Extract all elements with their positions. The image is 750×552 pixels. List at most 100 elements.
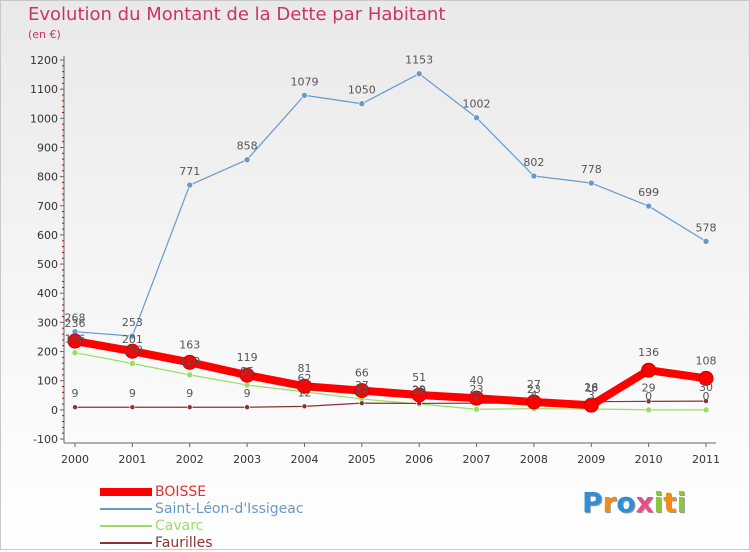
data-point-faurilles [645,398,652,405]
data-label-faurilles: 30 [699,381,713,394]
data-point-saint-l-on-d-issigeac [301,91,308,99]
data-label-boisse: 51 [412,371,426,384]
logo-letter: o [616,486,636,519]
data-label-saint-l-on-d-issigeac: 771 [179,165,200,178]
legend-label: Faurilles [155,535,213,551]
data-point-boisse [239,367,255,383]
logo-letter: r [602,486,617,519]
legend-swatch [100,488,152,496]
data-label-cavarc: 0 [703,390,710,403]
logo-letter: i [676,486,687,519]
x-tick-label: 2007 [463,453,491,466]
data-point-cavarc [186,371,194,379]
data-label-saint-l-on-d-issigeac: 1002 [463,98,491,111]
data-point-faurilles [301,403,308,410]
data-label-faurilles: 9 [72,387,79,400]
data-label-faurilles: 9 [129,387,136,400]
data-point-saint-l-on-d-issigeac [587,179,595,187]
data-label-cavarc: 20 [412,384,426,397]
x-tick-label: 2004 [290,453,318,466]
legend-swatch [100,542,152,544]
x-tick-label: 2000 [61,453,89,466]
legend-label: Saint-Léon-d'Issigeac [155,501,304,517]
data-label-boisse: 136 [638,346,659,359]
y-tick-label: 400 [37,287,58,300]
data-label-cavarc: 37 [355,379,369,392]
y-tick-label: 1100 [30,83,58,96]
data-label-cavarc: 120 [179,355,200,368]
x-tick-label: 2006 [405,453,433,466]
data-point-saint-l-on-d-issigeac [530,172,538,180]
proxiti-logo: Proxiti [582,486,686,519]
data-point-faurilles [359,400,365,406]
data-label-cavarc: 4 [530,389,537,402]
line-chart: -100010020030040050060070080090010001100… [30,54,720,466]
logo-letter: P [582,486,603,519]
data-label-faurilles: 22 [412,383,426,396]
chart-subtitle: (en €) [28,28,61,41]
data-label-boisse: 236 [65,317,86,330]
data-point-cavarc [129,360,136,367]
data-label-cavarc: 62 [297,372,311,385]
logo-letter: t [663,486,677,519]
data-label-faurilles: 23 [527,383,541,396]
data-point-boisse [411,387,427,403]
x-tick-label: 2011 [692,453,720,466]
x-tick-label: 2003 [233,453,261,466]
y-tick-label: 600 [37,229,58,242]
y-tick-label: 500 [37,258,58,271]
data-point-saint-l-on-d-issigeac [415,70,423,78]
data-point-boisse [641,362,657,378]
data-point-faurilles [186,404,193,411]
data-label-faurilles: 23 [470,383,484,396]
x-tick-label: 2010 [635,453,663,466]
data-label-cavarc: 159 [122,343,143,356]
data-label-saint-l-on-d-issigeac: 268 [65,312,86,325]
y-tick-label: 200 [37,346,58,359]
data-point-boisse [583,397,599,413]
data-point-boisse [354,383,370,399]
data-point-faurilles [72,404,78,411]
y-tick-label: 1000 [30,112,58,125]
y-tick-label: -100 [33,433,58,446]
data-label-boisse: 108 [696,354,717,367]
data-label-saint-l-on-d-issigeac: 699 [638,186,659,199]
legend-label: BOISSE [155,484,207,500]
data-label-boisse: 119 [237,351,258,364]
y-tick-label: 100 [37,375,58,388]
legend-label: Cavarc [155,518,204,534]
logo-letter: i [653,486,664,519]
data-label-cavarc: 196 [65,333,86,346]
data-point-cavarc [473,405,480,413]
data-point-saint-l-on-d-issigeac [358,100,366,108]
data-label-boisse: 201 [122,333,143,346]
x-tick-label: 2001 [118,453,146,466]
x-tick-label: 2008 [520,453,548,466]
y-tick-label: 800 [37,171,58,184]
data-point-faurilles [129,404,136,411]
legend-swatch [100,508,152,510]
data-point-cavarc [702,406,710,414]
data-point-boisse [526,394,542,410]
data-point-cavarc [71,349,79,357]
y-tick-label: 700 [37,200,58,213]
data-label-cavarc: 2 [473,389,480,402]
data-point-cavarc [645,406,652,414]
data-label-saint-l-on-d-issigeac: 1050 [348,84,376,97]
data-point-saint-l-on-d-issigeac [702,238,710,245]
data-label-boisse: 163 [179,338,200,351]
data-label-saint-l-on-d-issigeac: 858 [237,140,258,153]
data-label-boisse: 16 [584,381,598,394]
data-label-faurilles: 23 [355,383,369,396]
data-label-saint-l-on-d-issigeac: 778 [581,163,602,176]
data-label-faurilles: 12 [297,386,311,399]
data-label-cavarc: 0 [645,390,652,403]
data-point-boisse [469,390,485,406]
y-tick-label: 300 [37,316,58,329]
data-label-saint-l-on-d-issigeac: 802 [523,156,544,169]
data-label-faurilles: 9 [186,387,193,400]
data-point-saint-l-on-d-issigeac [129,332,136,340]
series-line-boisse [71,337,710,410]
data-label-cavarc: 85 [240,365,254,378]
